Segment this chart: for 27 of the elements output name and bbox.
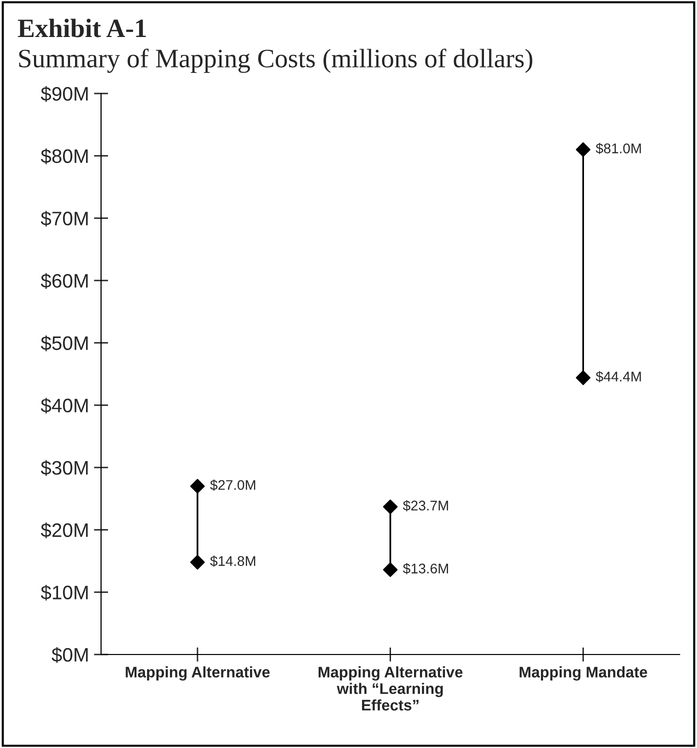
- data-label: $23.7M: [402, 500, 448, 512]
- y-tick-label: $10M: [40, 584, 88, 601]
- y-tick-label: $70M: [40, 210, 88, 227]
- point: [190, 478, 205, 494]
- data-label: $44.4M: [596, 371, 641, 382]
- chart-title: Exhibit A-1: [18, 18, 146, 38]
- point: [383, 499, 398, 514]
- point: [190, 554, 205, 570]
- y-tick-label: $40M: [40, 398, 88, 414]
- point: [576, 370, 590, 386]
- y-tick-label: $80M: [40, 148, 88, 164]
- x-tick-label: Mapping Alternative: [126, 666, 270, 681]
- x-tick-label: Mapping Mandate: [520, 666, 648, 681]
- data-label: $13.6M: [402, 563, 448, 574]
- y-tick-label: $20M: [40, 522, 88, 538]
- data-label: $27.0M: [210, 480, 256, 491]
- point: [383, 562, 398, 578]
- x-tick-label: Mapping Alternative with “Learning Effects”: [318, 666, 463, 711]
- y-tick-label: $60M: [40, 273, 88, 289]
- y-tick-label: $90M: [40, 86, 88, 102]
- data-label: $14.8M: [210, 556, 256, 567]
- point: [576, 142, 590, 157]
- y-tick-label: $50M: [40, 335, 88, 352]
- y-tick-label: $30M: [40, 460, 88, 476]
- y-tick-label: $0M: [52, 647, 88, 663]
- chart-subtitle: Summary of Mapping Costs (millions of dollars): [19, 48, 532, 73]
- data-label: $81.0M: [596, 142, 641, 154]
